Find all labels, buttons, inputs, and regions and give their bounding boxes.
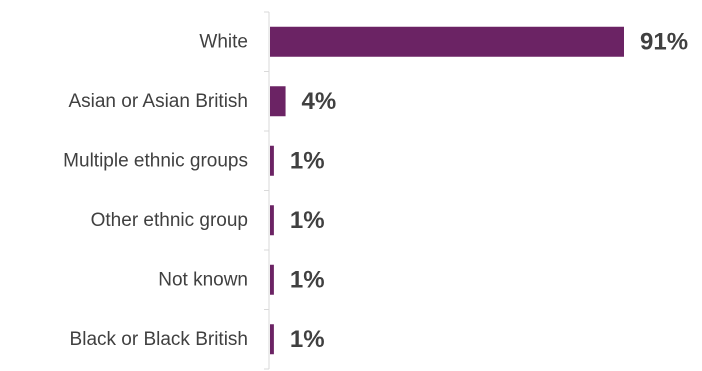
bar-not-known <box>270 264 274 295</box>
value-label-black-or-black-british: 1% <box>290 326 325 353</box>
category-label-white: White <box>199 31 248 52</box>
value-label-asian-or-asian-british: 4% <box>302 88 337 115</box>
labels-layer: White 91% Asian or Asian British 4% Multiple… <box>63 28 688 353</box>
category-label-black-or-black-british: Black or Black British <box>70 329 248 350</box>
axis-layer <box>264 11 270 370</box>
category-label-asian-or-asian-british: Asian or Asian British <box>68 91 248 112</box>
bars-layer <box>270 26 624 355</box>
bar-asian-or-asian-british <box>270 86 286 117</box>
bar-black-or-black-british <box>270 324 274 355</box>
value-label-multiple-ethnic-groups: 1% <box>290 147 325 174</box>
bar-white <box>270 26 624 57</box>
value-label-not-known: 1% <box>290 266 325 293</box>
category-label-multiple-ethnic-groups: Multiple ethnic groups <box>63 150 248 171</box>
category-label-other-ethnic-group: Other ethnic group <box>91 210 248 231</box>
bar-multiple-ethnic-groups <box>270 145 274 176</box>
category-label-not-known: Not known <box>158 269 248 290</box>
bar-other-ethnic-group <box>270 205 274 236</box>
value-label-white: 91% <box>640 28 688 55</box>
value-label-other-ethnic-group: 1% <box>290 207 325 234</box>
